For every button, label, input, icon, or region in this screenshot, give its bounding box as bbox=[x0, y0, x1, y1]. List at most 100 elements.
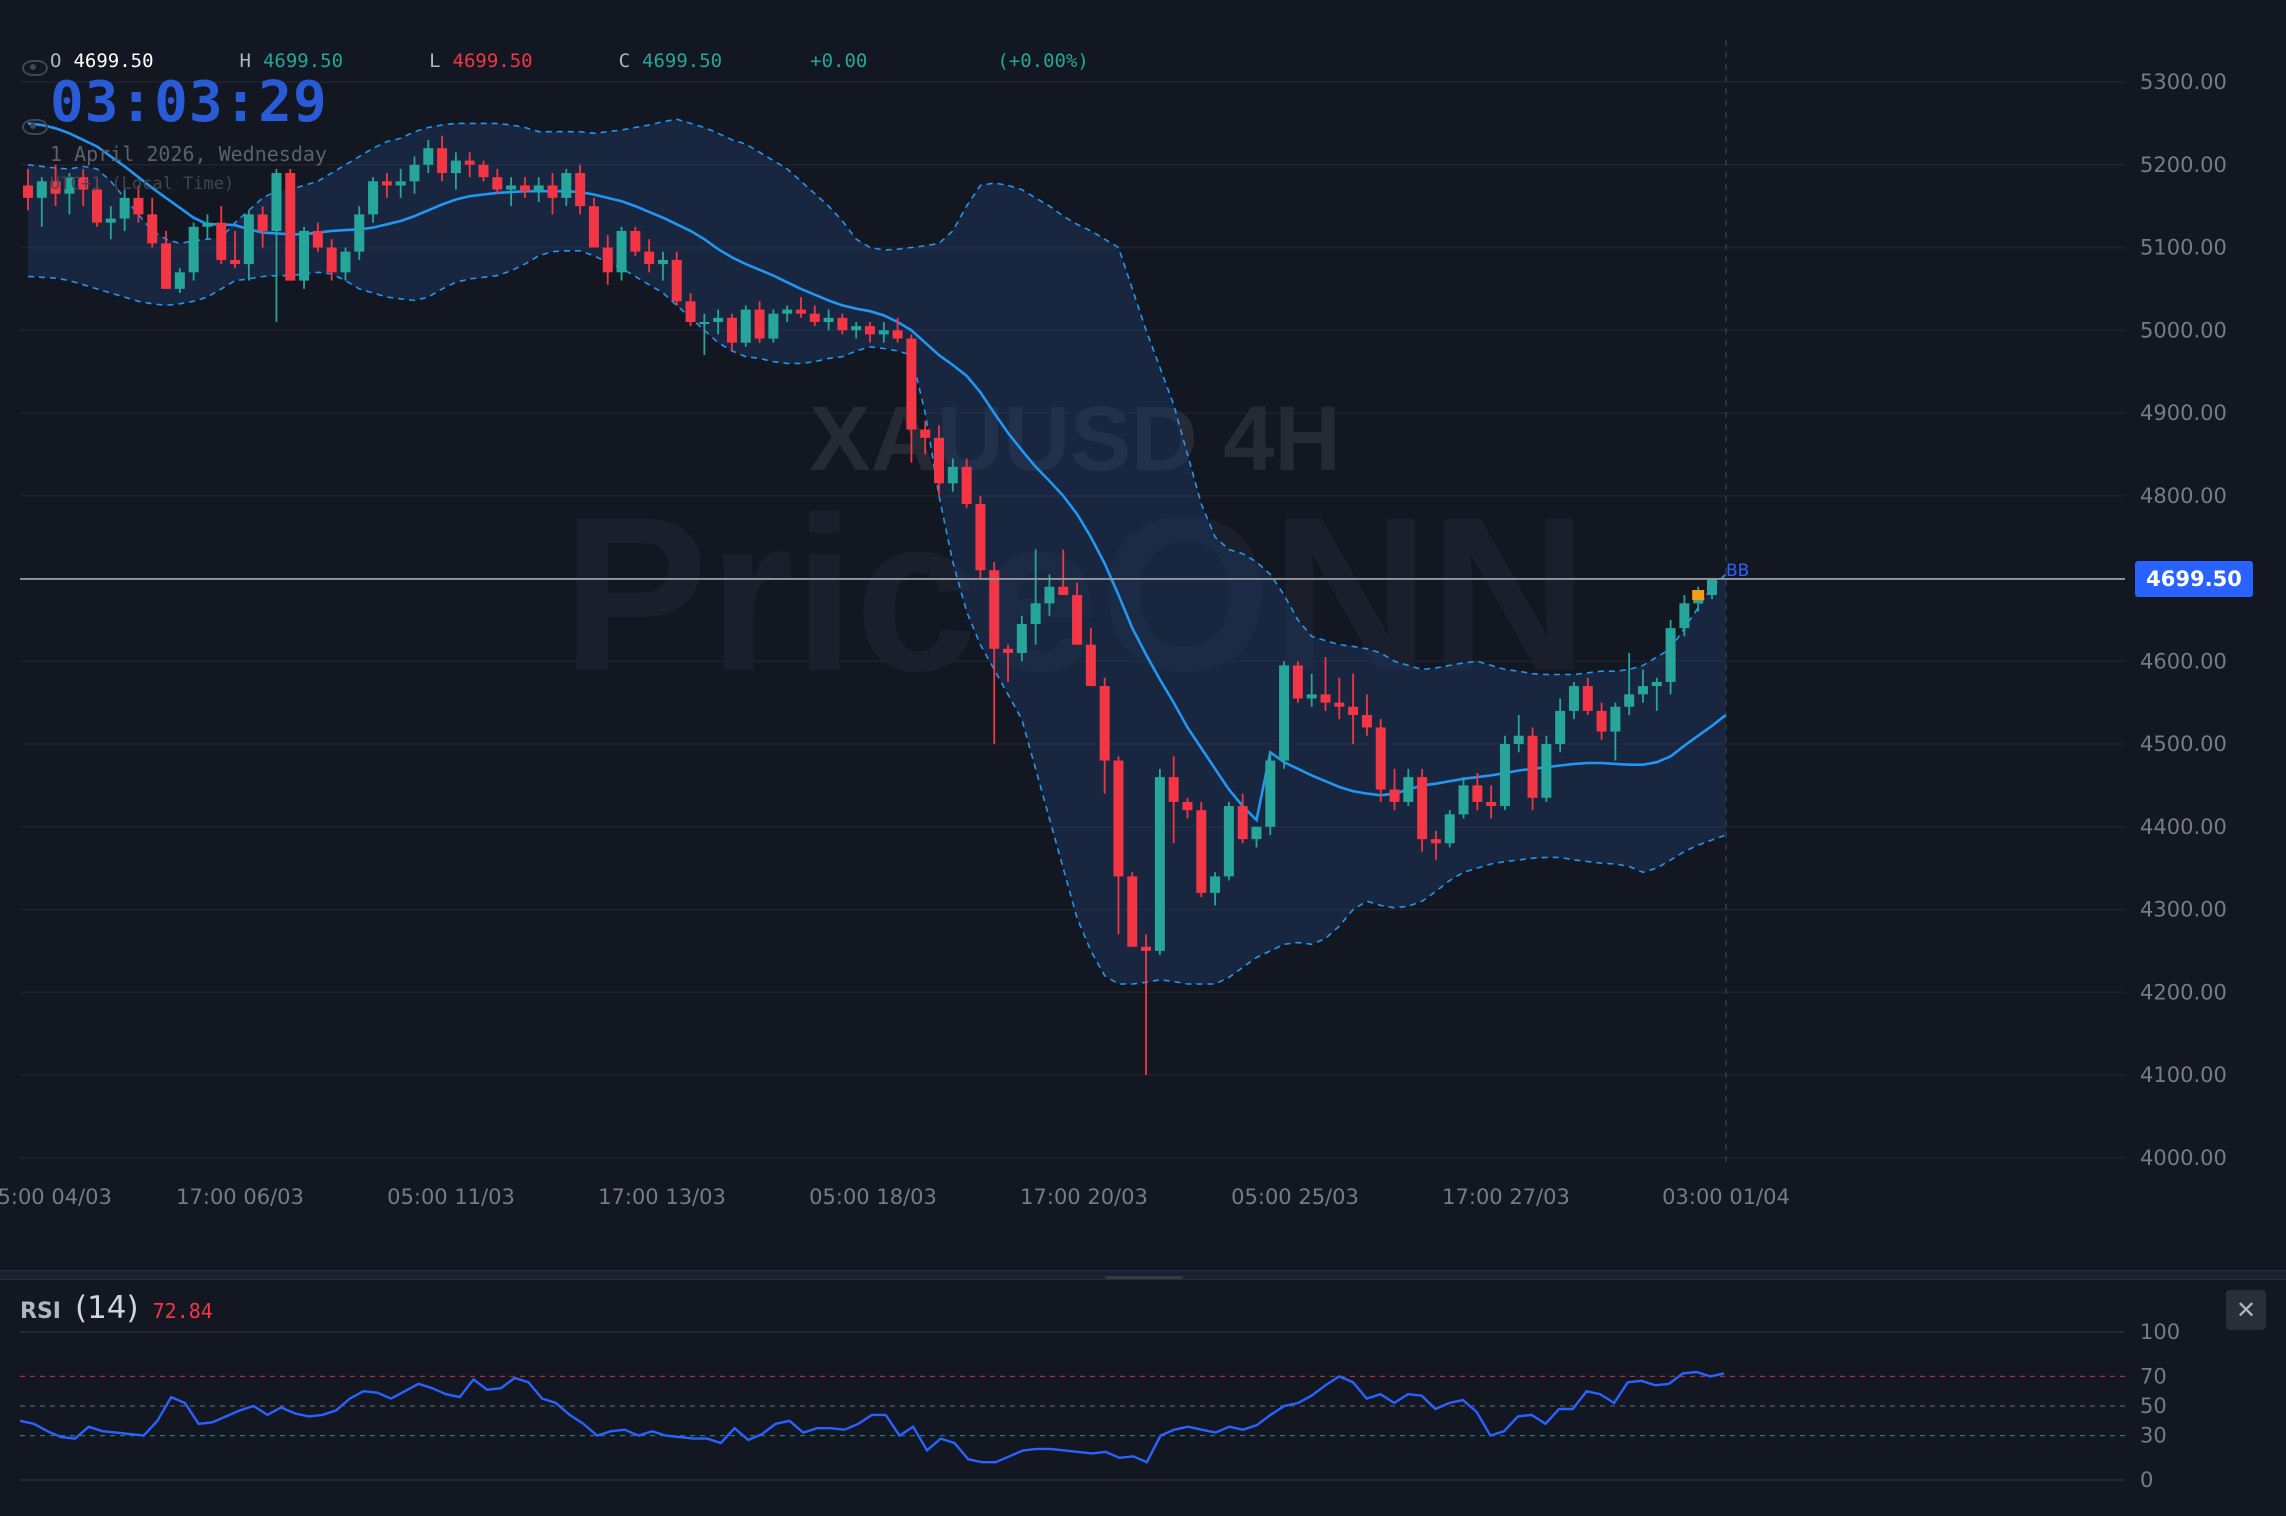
candle-body bbox=[1458, 785, 1469, 815]
candle-body bbox=[588, 206, 599, 248]
candle-body bbox=[671, 259, 682, 302]
candle-body bbox=[1624, 694, 1635, 707]
candle-body bbox=[616, 230, 627, 273]
candle-body bbox=[713, 317, 724, 322]
candle-body bbox=[1279, 665, 1290, 761]
candle-body bbox=[837, 317, 848, 331]
high-label: H bbox=[239, 50, 251, 72]
candle-body bbox=[1389, 789, 1400, 802]
candle-body bbox=[340, 251, 351, 273]
candle-body bbox=[1210, 876, 1221, 893]
price-axis[interactable]: 5300.00 5200.00 5100.00 5000.00 4900.00 4800.… bbox=[2140, 70, 2227, 1170]
bb-upper-line bbox=[27, 118, 1727, 676]
candle-body bbox=[423, 148, 434, 165]
price-tick-label: 4900.00 bbox=[2140, 401, 2227, 425]
candle-body bbox=[699, 321, 710, 324]
bb-lower-line bbox=[27, 250, 1727, 985]
candle-body bbox=[1679, 603, 1690, 629]
candle-body bbox=[1334, 702, 1345, 707]
candle-body bbox=[1444, 814, 1455, 844]
candle-body bbox=[464, 160, 475, 165]
price-tick-label: 5200.00 bbox=[2140, 153, 2227, 177]
time-tick-label: 03:00 01/04 bbox=[1662, 1185, 1790, 1209]
candle-body bbox=[892, 330, 903, 339]
candle-body bbox=[851, 326, 862, 331]
candle-body bbox=[285, 173, 296, 281]
price-tick-label: 4600.00 bbox=[2140, 649, 2227, 673]
candle-body bbox=[161, 243, 172, 289]
candle-body bbox=[1375, 727, 1386, 790]
candle-body bbox=[147, 214, 158, 244]
candle-body bbox=[105, 218, 116, 223]
eye-icon[interactable] bbox=[22, 60, 48, 76]
candle-body bbox=[202, 222, 213, 227]
rsi-tick-label: 0 bbox=[2140, 1468, 2153, 1492]
candles[interactable] bbox=[23, 135, 1717, 1075]
rsi-line bbox=[19, 1370, 1725, 1464]
price-tick-label: 4000.00 bbox=[2140, 1146, 2227, 1170]
candle-body bbox=[1265, 760, 1276, 827]
clock-time: 03:03:29 bbox=[50, 70, 328, 135]
pane-resize-handle[interactable] bbox=[1105, 1276, 1183, 1279]
candle-body bbox=[1486, 801, 1497, 807]
candle-body bbox=[947, 466, 958, 484]
price-tick-label: 4200.00 bbox=[2140, 980, 2227, 1004]
candle-body bbox=[368, 181, 379, 215]
candle-body bbox=[1417, 777, 1428, 840]
candle-body bbox=[1637, 686, 1648, 695]
time-tick-label: 17:00 27/03 bbox=[1442, 1185, 1570, 1209]
candle-body bbox=[506, 185, 517, 190]
bollinger-bands bbox=[27, 118, 1727, 985]
candle-body bbox=[1099, 686, 1110, 761]
candle-body bbox=[823, 317, 834, 322]
candle-body bbox=[1085, 644, 1096, 687]
watermark-symbol: XAUUSD 4H bbox=[809, 388, 1341, 490]
candle-body bbox=[547, 185, 558, 198]
candle-body bbox=[920, 429, 931, 438]
candle-body bbox=[50, 181, 61, 194]
time-axis[interactable]: 05:00 04/03 17:00 06/03 05:00 11/03 17:00 1… bbox=[0, 1185, 1790, 1209]
rsi-background bbox=[0, 1278, 2286, 1516]
candle-body bbox=[1555, 710, 1566, 744]
change-value: +0.00 bbox=[810, 50, 868, 72]
candle-body bbox=[478, 164, 489, 178]
rsi-pane: 100 70 50 30 0 bbox=[0, 1278, 2286, 1516]
rsi-value: 72.84 bbox=[152, 1299, 213, 1323]
candle-body bbox=[809, 313, 820, 322]
candle-body bbox=[1182, 801, 1193, 811]
candle-body bbox=[519, 185, 530, 192]
candle-body bbox=[1527, 735, 1538, 798]
candle-body bbox=[1541, 744, 1552, 798]
candle-body bbox=[1568, 686, 1579, 711]
candle-body bbox=[1072, 595, 1083, 645]
change-percent: (+0.00%) bbox=[997, 50, 1089, 72]
eye-icon[interactable] bbox=[22, 119, 48, 135]
candle-body bbox=[23, 185, 33, 198]
rsi-name: RSI bbox=[20, 1299, 61, 1324]
candle-body bbox=[630, 230, 641, 252]
candle-body bbox=[1513, 735, 1524, 744]
price-tick-label: 5000.00 bbox=[2140, 318, 2227, 342]
candle-body bbox=[975, 504, 986, 571]
candle-body bbox=[561, 173, 572, 198]
time-tick-label: 05:00 18/03 bbox=[809, 1185, 937, 1209]
candle-body bbox=[1596, 710, 1607, 732]
candle-body bbox=[685, 301, 696, 322]
close-label: C bbox=[618, 50, 631, 72]
price-tick-label: 4500.00 bbox=[2140, 732, 2227, 756]
candle-body bbox=[1223, 806, 1234, 877]
pane-divider[interactable] bbox=[0, 1270, 2286, 1280]
price-tick-label: 5100.00 bbox=[2140, 236, 2227, 260]
price-tick-label: 4100.00 bbox=[2140, 1063, 2227, 1087]
rsi-tick-label: 50 bbox=[2140, 1394, 2167, 1418]
time-tick-label: 05:00 11/03 bbox=[387, 1185, 515, 1209]
close-icon[interactable]: ✕ bbox=[2226, 1290, 2266, 1330]
last-price-tag: 4699.50 bbox=[2135, 561, 2253, 597]
low-label: L bbox=[429, 50, 441, 72]
candle-body bbox=[795, 309, 806, 314]
time-tick-label: 17:00 20/03 bbox=[1020, 1185, 1148, 1209]
candle-body bbox=[1361, 715, 1372, 728]
candle-body bbox=[575, 173, 586, 207]
candle-body bbox=[1707, 578, 1717, 596]
